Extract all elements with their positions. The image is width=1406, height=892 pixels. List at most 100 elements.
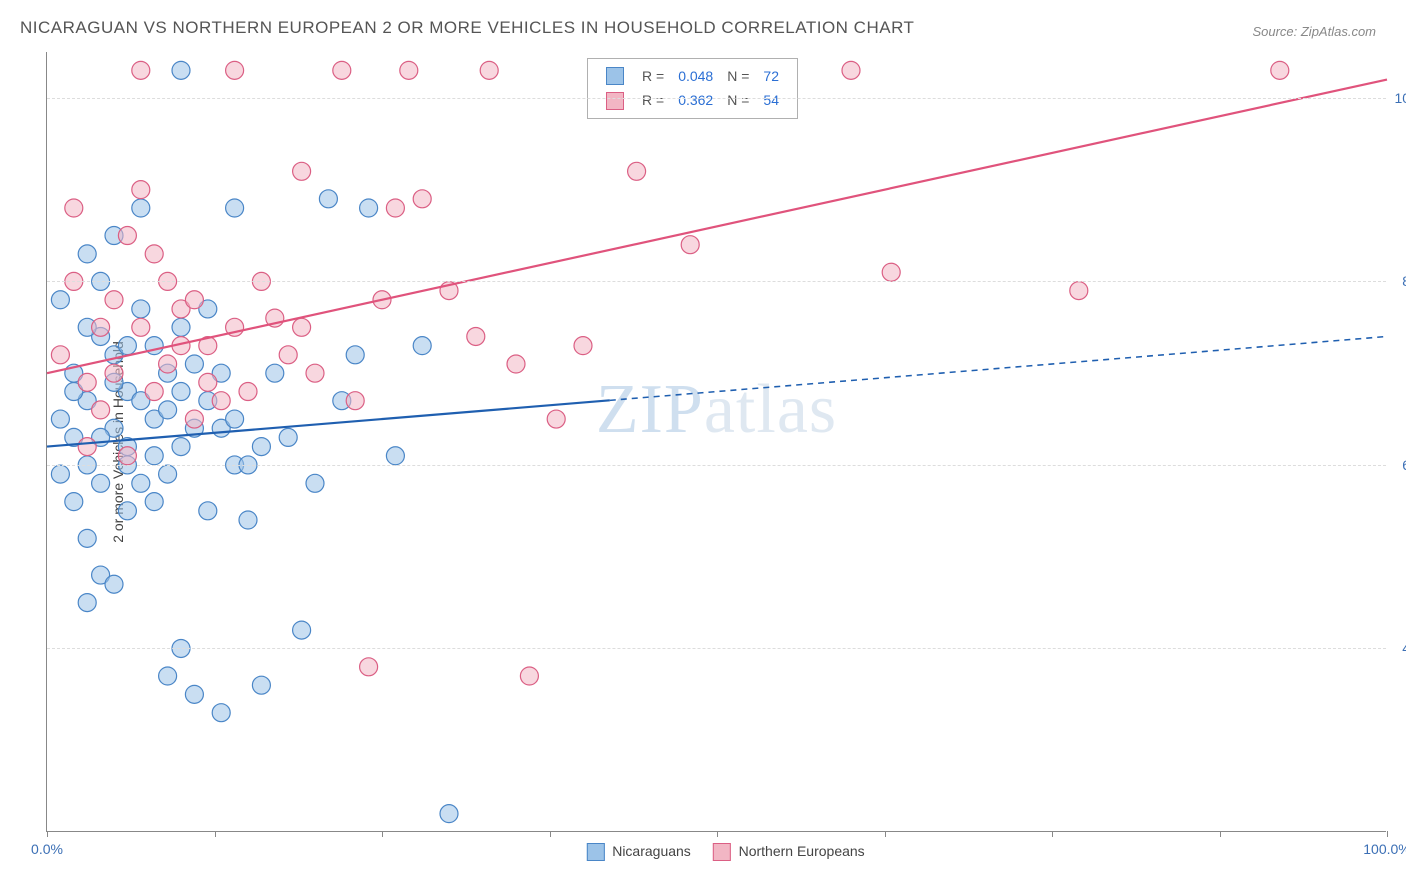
- data-point: [132, 474, 150, 492]
- x-tick: [382, 831, 383, 837]
- data-point: [842, 61, 860, 79]
- data-point: [628, 162, 646, 180]
- gridline: [47, 98, 1386, 99]
- data-point: [118, 502, 136, 520]
- data-point: [132, 300, 150, 318]
- data-point: [239, 383, 257, 401]
- stats-r-label: R =: [636, 65, 670, 87]
- data-point: [199, 373, 217, 391]
- scatter-plot-svg: [47, 52, 1386, 831]
- data-point: [172, 438, 190, 456]
- data-point: [212, 392, 230, 410]
- x-tick: [717, 831, 718, 837]
- legend-label: Northern Europeans: [735, 843, 865, 859]
- data-point: [118, 337, 136, 355]
- data-point: [132, 61, 150, 79]
- data-point: [118, 447, 136, 465]
- data-point: [51, 291, 69, 309]
- data-point: [252, 676, 270, 694]
- data-point: [293, 621, 311, 639]
- data-point: [333, 61, 351, 79]
- x-tick: [885, 831, 886, 837]
- data-point: [159, 667, 177, 685]
- y-tick-label: 100.0%: [1390, 90, 1406, 106]
- x-tick: [1220, 831, 1221, 837]
- data-point: [1070, 282, 1088, 300]
- data-point: [185, 291, 203, 309]
- data-point: [480, 61, 498, 79]
- data-point: [226, 199, 244, 217]
- gridline: [47, 648, 1386, 649]
- stats-r-value-1: 0.048: [672, 65, 719, 87]
- data-point: [319, 190, 337, 208]
- x-tick: [550, 831, 551, 837]
- data-point: [105, 291, 123, 309]
- data-point: [507, 355, 525, 373]
- x-tick: [1052, 831, 1053, 837]
- data-point: [78, 373, 96, 391]
- data-point: [440, 805, 458, 823]
- data-point: [105, 364, 123, 382]
- data-point: [51, 346, 69, 364]
- stats-n-value-2: 54: [757, 89, 785, 111]
- data-point: [78, 245, 96, 263]
- data-point: [132, 199, 150, 217]
- data-point: [172, 383, 190, 401]
- data-point: [346, 392, 364, 410]
- data-point: [159, 465, 177, 483]
- data-point: [360, 658, 378, 676]
- data-point: [118, 227, 136, 245]
- data-point: [212, 704, 230, 722]
- swatch-series1: [606, 67, 624, 85]
- stats-legend: R = 0.048 N = 72 R = 0.362 N = 54: [587, 58, 798, 119]
- x-tick: [215, 831, 216, 837]
- stats-n-label: N =: [721, 89, 755, 111]
- data-point: [172, 61, 190, 79]
- chart-title: NICARAGUAN VS NORTHERN EUROPEAN 2 OR MOR…: [20, 18, 914, 38]
- data-point: [226, 61, 244, 79]
- data-point: [520, 667, 538, 685]
- trend-line-dashed: [610, 336, 1387, 400]
- data-point: [306, 474, 324, 492]
- data-point: [413, 190, 431, 208]
- stats-r-label: R =: [636, 89, 670, 111]
- data-point: [360, 199, 378, 217]
- data-point: [306, 364, 324, 382]
- data-point: [279, 428, 297, 446]
- data-point: [185, 685, 203, 703]
- data-point: [92, 401, 110, 419]
- data-point: [78, 438, 96, 456]
- data-point: [239, 511, 257, 529]
- stats-n-label: N =: [721, 65, 755, 87]
- gridline: [47, 281, 1386, 282]
- data-point: [145, 245, 163, 263]
- data-point: [547, 410, 565, 428]
- data-point: [185, 355, 203, 373]
- data-point: [78, 594, 96, 612]
- data-point: [252, 438, 270, 456]
- y-tick-label: 60.0%: [1390, 457, 1406, 473]
- data-point: [51, 410, 69, 428]
- data-point: [266, 364, 284, 382]
- data-point: [226, 410, 244, 428]
- data-point: [185, 410, 203, 428]
- data-point: [413, 337, 431, 355]
- x-tick-label: 0.0%: [31, 841, 63, 857]
- data-point: [92, 474, 110, 492]
- bottom-legend: Nicaraguans Northern Europeans: [568, 843, 864, 861]
- data-point: [132, 318, 150, 336]
- stats-row-series1: R = 0.048 N = 72: [600, 65, 785, 87]
- data-point: [386, 447, 404, 465]
- gridline: [47, 465, 1386, 466]
- data-point: [65, 199, 83, 217]
- data-point: [145, 493, 163, 511]
- swatch-series2: [606, 92, 624, 110]
- legend-label: Nicaraguans: [608, 843, 694, 859]
- data-point: [105, 575, 123, 593]
- data-point: [279, 346, 297, 364]
- data-point: [1271, 61, 1289, 79]
- data-point: [145, 383, 163, 401]
- data-point: [681, 236, 699, 254]
- legend-swatch: [713, 843, 731, 861]
- data-point: [51, 465, 69, 483]
